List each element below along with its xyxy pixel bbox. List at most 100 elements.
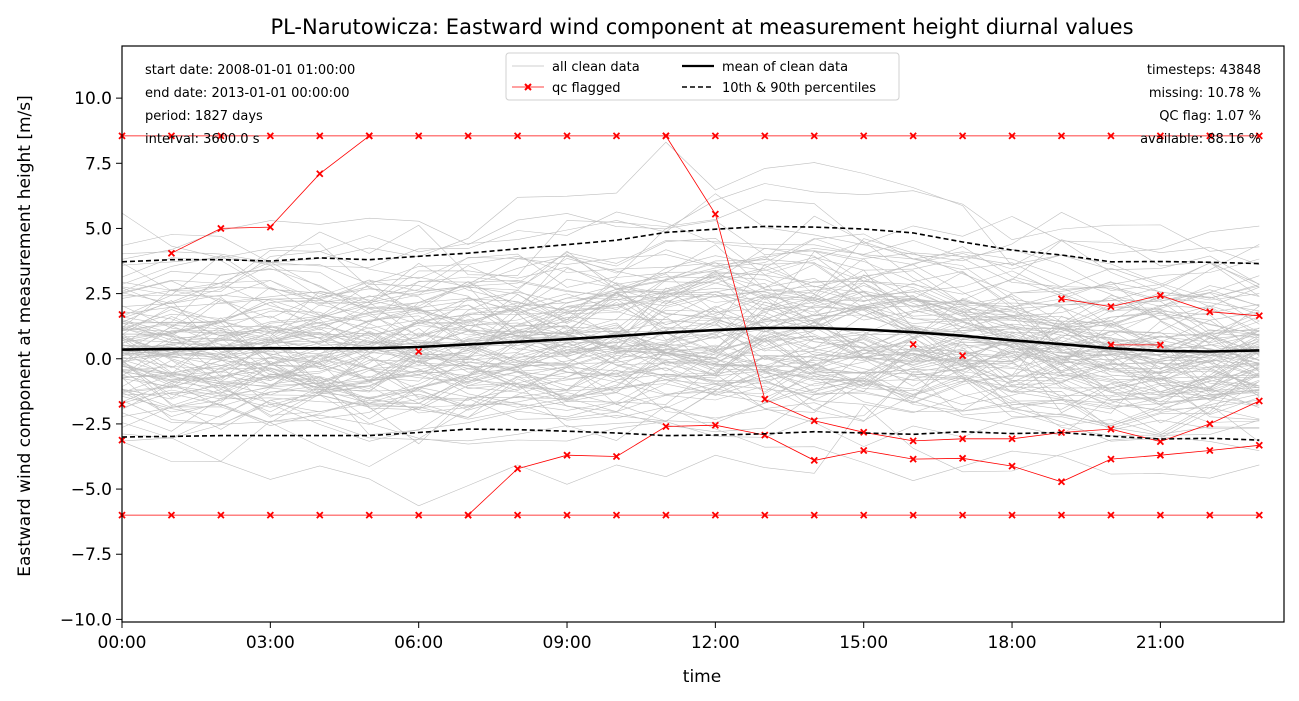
y-tick-label: −10.0 bbox=[60, 610, 112, 630]
legend-label-mean: mean of clean data bbox=[722, 60, 848, 75]
qc-flagged-marker bbox=[761, 132, 769, 140]
qc-flagged-marker bbox=[1008, 511, 1016, 519]
clean-data-line bbox=[121, 247, 1260, 353]
clean-data-line bbox=[121, 326, 1260, 429]
qc-flagged-marker bbox=[563, 511, 571, 519]
qc-flagged-marker bbox=[860, 446, 868, 455]
qc-flagged-marker bbox=[167, 249, 176, 257]
clean-data-line bbox=[121, 356, 1260, 422]
qc-flagged-marker bbox=[513, 511, 522, 519]
qc-flagged-marker bbox=[810, 456, 818, 465]
clean-data-line bbox=[121, 377, 1260, 467]
qc-flagged-marker bbox=[958, 132, 967, 140]
timesteps-text: timesteps: 43848 bbox=[1147, 63, 1261, 78]
clean-data-line bbox=[121, 289, 1260, 362]
y-tick-label: −2.5 bbox=[71, 415, 112, 435]
clean-data-line bbox=[121, 341, 1260, 420]
clean-data-line bbox=[121, 257, 1260, 361]
qc-flagged-marker bbox=[1156, 451, 1165, 459]
qc-flagged-marker bbox=[612, 132, 621, 140]
qc-flagged-marker bbox=[513, 132, 522, 140]
y-axis-label: Eastward wind component at measurement h… bbox=[15, 95, 35, 577]
x-tick-label: 03:00 bbox=[246, 633, 295, 653]
legend-label-clean: all clean data bbox=[552, 60, 640, 75]
clean-data-line bbox=[121, 279, 1260, 340]
clean-data-line bbox=[121, 345, 1260, 437]
available-text: available: 88.16 % bbox=[1140, 132, 1261, 147]
clean-data-line bbox=[121, 291, 1260, 363]
qc-flagged-marker bbox=[1057, 511, 1066, 519]
clean-data-line bbox=[121, 183, 1260, 260]
qc-flagged-marker bbox=[711, 210, 719, 218]
qc-flagged-marker bbox=[810, 511, 818, 519]
y-tick-label: 0.0 bbox=[85, 350, 112, 370]
clean-data-line bbox=[121, 249, 1260, 334]
qc-flagged-marker bbox=[316, 170, 324, 178]
statistic-lines bbox=[121, 225, 1260, 441]
qc-flagged-marker bbox=[1255, 511, 1263, 519]
qc-flagged-marker bbox=[1206, 308, 1214, 316]
qc-flagged-marker bbox=[860, 428, 868, 436]
qc-flagged-marker bbox=[761, 511, 769, 519]
legend-label-qc: qc flagged bbox=[552, 81, 620, 96]
qc-flagged-marker bbox=[1008, 132, 1016, 140]
legend-frame bbox=[505, 52, 900, 101]
qc-flagged-marker bbox=[1156, 132, 1165, 140]
qc-flagged-marker bbox=[1156, 291, 1165, 300]
x-tick-label: 18:00 bbox=[988, 633, 1037, 653]
interval-text: interval: 3600.0 s bbox=[145, 132, 260, 147]
end-date-text: end date: 2013-01-01 00:00:00 bbox=[145, 86, 350, 101]
y-tick-label: 2.5 bbox=[85, 285, 112, 305]
clean-data-line bbox=[121, 240, 1260, 321]
clean-data-line bbox=[121, 269, 1260, 390]
qc-flagged-marker bbox=[1057, 478, 1066, 486]
clean-data-line bbox=[121, 298, 1260, 383]
qc-flagged-marker bbox=[761, 395, 769, 403]
clean-data-line bbox=[121, 322, 1260, 383]
qc-flagged-line bbox=[467, 424, 1260, 516]
x-tick-label: 15:00 bbox=[839, 633, 888, 653]
clean-data-lines bbox=[121, 141, 1260, 507]
clean-data-line bbox=[121, 254, 1260, 357]
legend-label-percentile: 10th & 90th percentiles bbox=[722, 81, 876, 96]
axes bbox=[121, 45, 1285, 623]
info-box-left: start date: 2008-01-01 01:00:00 end date… bbox=[145, 63, 355, 147]
clean-data-line bbox=[121, 319, 1260, 395]
clean-data-line bbox=[121, 308, 1260, 420]
qc-flagged-marker bbox=[316, 511, 324, 519]
qc-flagged-marker bbox=[1255, 312, 1263, 320]
clean-data-line bbox=[121, 341, 1260, 420]
y-tick-label: 7.5 bbox=[85, 154, 112, 174]
info-box-right: timesteps: 43848 missing: 10.78 % QC fla… bbox=[1140, 63, 1261, 147]
x-tick-label: 00:00 bbox=[98, 633, 147, 653]
qc-flagged-marker bbox=[1255, 397, 1263, 405]
qc-flagged-marker bbox=[266, 511, 274, 519]
qc-flagged-marker bbox=[415, 347, 423, 356]
qc-flagged-marker bbox=[909, 340, 917, 349]
clean-data-line bbox=[121, 363, 1260, 433]
x-tick-label: 06:00 bbox=[394, 633, 443, 653]
qc-flagged-marker bbox=[563, 132, 571, 140]
clean-data-line bbox=[121, 141, 1260, 267]
qc-flagged-marker bbox=[662, 132, 670, 140]
clean-data-line bbox=[121, 238, 1260, 346]
clean-data-line bbox=[121, 301, 1260, 393]
qc-flagged-marker bbox=[167, 132, 176, 140]
qc-flagged-marker bbox=[217, 132, 225, 140]
qc-flagged-marker bbox=[1107, 132, 1115, 140]
qc-flagged-marker bbox=[1057, 295, 1066, 303]
clean-data-line bbox=[121, 193, 1260, 292]
clean-data-line bbox=[121, 294, 1260, 359]
qc-flagged-marker bbox=[909, 132, 917, 140]
clean-data-line bbox=[121, 359, 1260, 447]
qc-flagged-marker bbox=[415, 132, 423, 140]
qc-flagged-marker bbox=[513, 465, 522, 473]
x-tick-label: 09:00 bbox=[543, 633, 592, 653]
qc-flagged-marker bbox=[711, 421, 719, 429]
clean-data-line bbox=[121, 357, 1260, 427]
chart-title: PL-Narutowicza: Eastward wind component … bbox=[270, 15, 1133, 39]
qc-flagged-marker bbox=[860, 132, 868, 140]
qc-flagged-marker bbox=[464, 132, 472, 140]
qc-flagged-marker bbox=[909, 455, 917, 463]
clean-data-line bbox=[121, 240, 1260, 351]
